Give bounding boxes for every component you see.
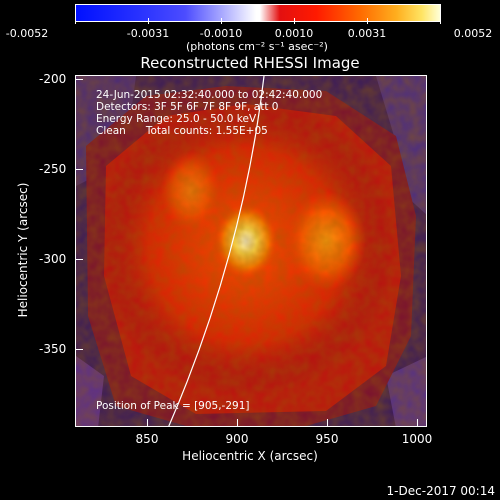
colorbar-tickmark [440, 18, 441, 24]
y-tickmark [76, 79, 83, 80]
solar-limb-line [168, 76, 265, 426]
colorbar-tick-label: 0.0031 [347, 27, 387, 40]
colorbar-tickmark [367, 18, 368, 24]
colorbar-tickmark [294, 18, 295, 24]
plot-area: 24-Jun-2015 02:32:40.000 to 02:42:40.000… [75, 75, 427, 427]
rhessi-image [76, 76, 426, 426]
y-tick-label: -300 [39, 252, 67, 266]
peak-position-text: Position of Peak = [905,-291] [96, 400, 250, 412]
x-tick-label: 950 [315, 432, 339, 446]
colorbar-tickmark [221, 18, 222, 24]
y-tick-label: -350 [39, 342, 67, 356]
y-tickmark [76, 349, 83, 350]
colorbar-tick-label: -0.0031 [126, 27, 170, 40]
colorbar-tick-label: 0.0052 [453, 27, 493, 40]
colorbar-tick-label: -0.0052 [5, 27, 49, 40]
colorbar-gradient [75, 4, 441, 22]
y-axis-label: Heliocentric Y (arcsec) [16, 182, 30, 318]
colorbar-tickmark [148, 18, 149, 24]
y-tickmark [76, 169, 83, 170]
y-tick-label: -200 [39, 72, 67, 86]
x-tick-label: 850 [135, 432, 159, 446]
colorbar-unit-label: (photons cm⁻² s⁻¹ asec⁻²) [186, 40, 328, 53]
x-axis-label: Heliocentric X (arcsec) [182, 449, 318, 463]
colorbar-tick-label: -0.0010 [199, 27, 243, 40]
x-tickmark [417, 419, 418, 426]
detectors-text: Detectors: 3F 5F 6F 7F 8F 9F, att 0 [96, 101, 279, 113]
chart-title: Reconstructed RHESSI Image [140, 54, 360, 72]
colorbar-tick-label: 0.0010 [274, 27, 314, 40]
clean-counts-text: Clean Total counts: 1.55E+05 [96, 125, 268, 137]
observation-info: 24-Jun-2015 02:32:40.000 to 02:42:40.000… [96, 89, 322, 137]
energy-range-text: Energy Range: 25.0 - 50.0 keV [96, 113, 257, 125]
x-tickmark [237, 419, 238, 426]
y-tick-label: -250 [39, 162, 67, 176]
colorbar-tickmark [75, 18, 76, 24]
x-tick-label: 900 [225, 432, 249, 446]
y-tickmark [76, 259, 83, 260]
x-tickmark [147, 419, 148, 426]
time-range-text: 24-Jun-2015 02:32:40.000 to 02:42:40.000 [96, 89, 323, 101]
colorbar [75, 4, 441, 22]
generation-timestamp: 1-Dec-2017 00:14 [386, 484, 495, 498]
x-tickmark [327, 419, 328, 426]
x-tick-label: 1000 [401, 432, 433, 446]
